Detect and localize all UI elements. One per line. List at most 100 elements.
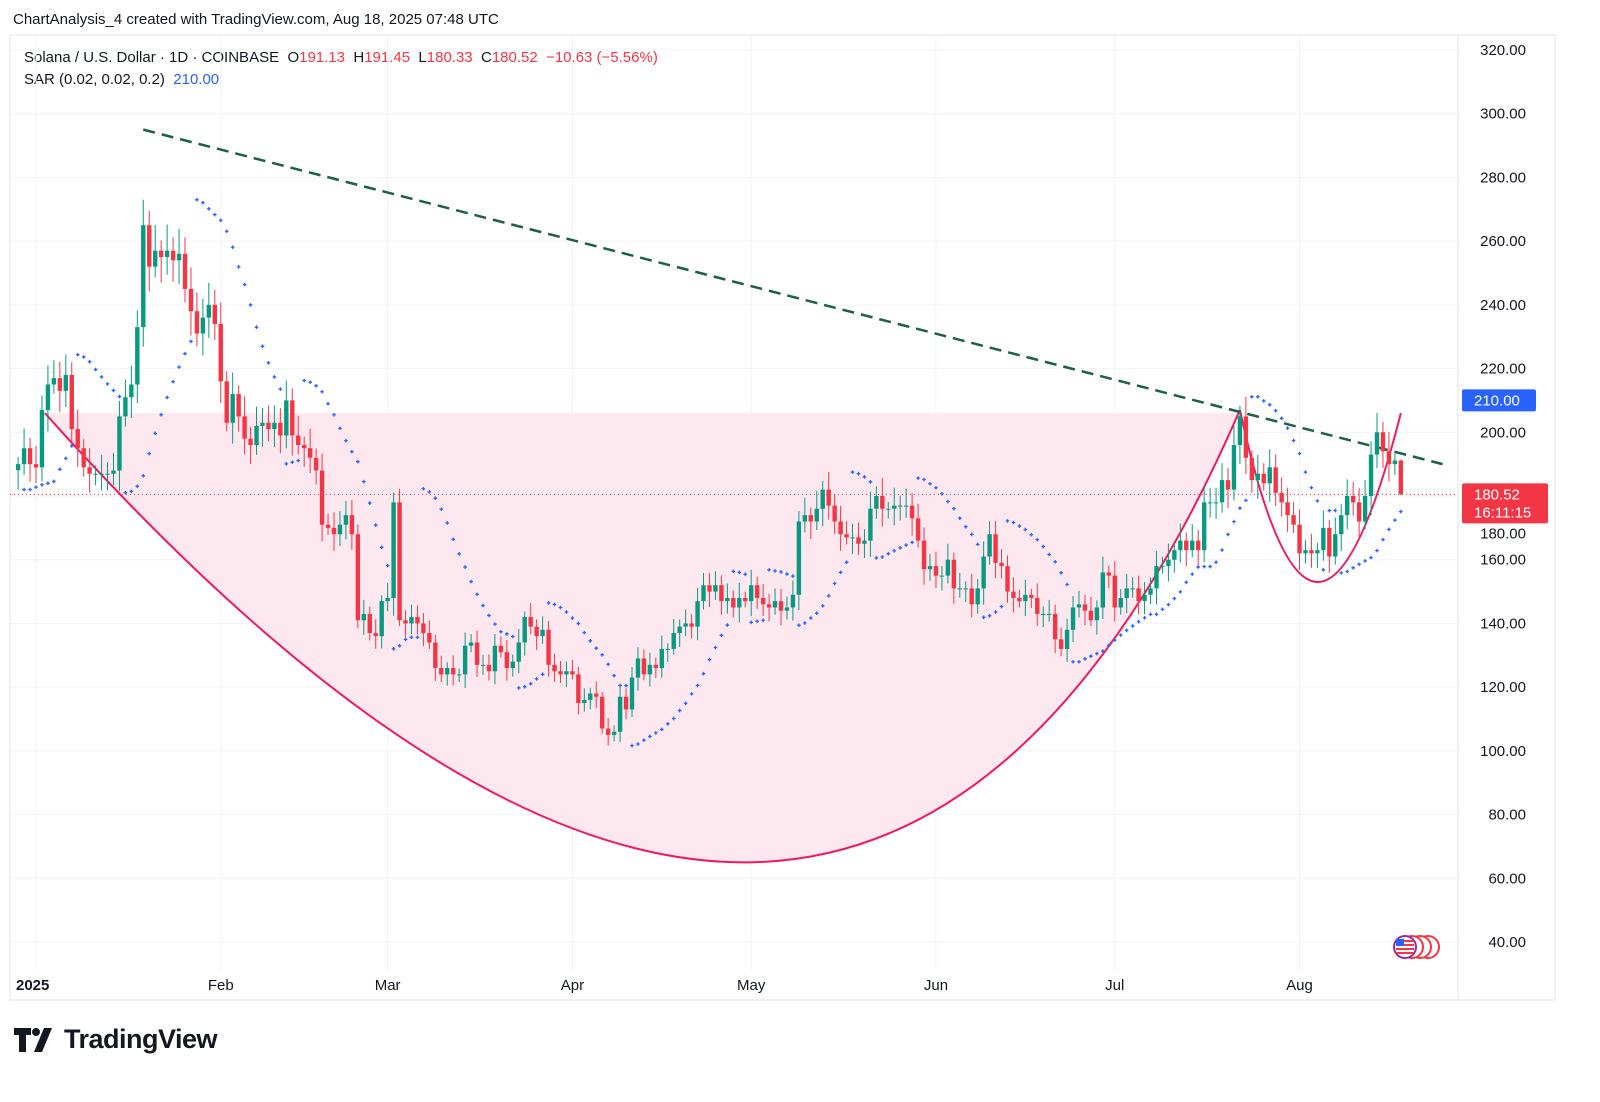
candle xyxy=(707,573,712,607)
indicator-title[interactable]: SAR (0.02, 0.02, 0.2) xyxy=(24,71,165,88)
candle-body xyxy=(39,409,45,468)
candle xyxy=(623,688,629,720)
candle-body xyxy=(701,585,706,602)
candle-body xyxy=(874,496,879,509)
candle xyxy=(534,619,539,651)
sar-dot xyxy=(189,339,193,344)
candle xyxy=(576,667,581,715)
candle-body xyxy=(51,378,57,385)
candle-body xyxy=(641,658,647,675)
sar-dot xyxy=(254,325,259,329)
candle-body xyxy=(534,626,539,637)
sar-dot xyxy=(1035,537,1040,542)
candle xyxy=(1261,463,1266,491)
candle xyxy=(915,503,921,548)
candle xyxy=(99,454,104,491)
candle-body xyxy=(892,505,897,509)
sar-dot xyxy=(1279,416,1284,421)
candle xyxy=(27,437,33,482)
sar-dot xyxy=(499,629,503,634)
economic-events-icon[interactable] xyxy=(1393,935,1440,959)
candle xyxy=(993,520,998,579)
sar-dot xyxy=(427,490,432,494)
candle-body xyxy=(969,588,974,605)
candle xyxy=(39,395,45,482)
sar-dot xyxy=(147,451,152,456)
sar-dot xyxy=(1208,564,1212,569)
sar-dot xyxy=(1202,564,1206,569)
sar-dot xyxy=(1178,590,1183,594)
candle xyxy=(713,571,718,600)
sar-dot xyxy=(463,565,467,569)
candle xyxy=(820,480,825,527)
sar-dot xyxy=(248,303,253,307)
candle-body xyxy=(278,422,283,436)
sar-dot xyxy=(928,481,932,486)
sar-dot xyxy=(540,672,545,677)
candle-body xyxy=(754,585,760,598)
candle-body xyxy=(87,467,92,474)
sar-dot xyxy=(946,499,950,504)
candle-body xyxy=(236,394,241,417)
sar-dot xyxy=(600,652,604,657)
sar-dot xyxy=(1226,532,1230,537)
sar-dot xyxy=(934,485,938,490)
candle-body xyxy=(868,508,873,541)
candle xyxy=(754,576,760,609)
sar-dot xyxy=(22,487,26,492)
candle xyxy=(647,652,653,687)
candle-body xyxy=(123,397,128,417)
candle-body xyxy=(1297,524,1302,554)
candle xyxy=(880,478,885,527)
sar-dot xyxy=(874,556,879,560)
change-value: −10.63 (−5.56%) xyxy=(546,49,658,66)
candle xyxy=(361,599,366,635)
candle xyxy=(1148,577,1153,605)
sar-dot xyxy=(1321,568,1326,572)
candle-body xyxy=(671,632,676,649)
candle xyxy=(141,199,146,347)
y-tick-label: 160.00 xyxy=(1480,552,1526,569)
candle xyxy=(951,552,957,604)
candle xyxy=(516,628,521,673)
candle xyxy=(439,655,444,683)
sar-dot xyxy=(785,572,789,576)
candle-body xyxy=(206,304,212,318)
candle xyxy=(105,462,110,491)
candle xyxy=(242,396,247,455)
candle xyxy=(1130,577,1135,598)
sar-dot xyxy=(594,646,599,650)
candle xyxy=(1052,604,1058,654)
sar-dot xyxy=(28,487,32,492)
candle xyxy=(814,490,819,530)
sar-dot xyxy=(332,412,336,417)
candle xyxy=(862,529,867,558)
high-value: 191.45 xyxy=(364,49,411,66)
candle-body xyxy=(1178,540,1183,551)
candle-body xyxy=(546,629,551,665)
candle xyxy=(1315,542,1320,568)
candle xyxy=(778,588,784,626)
sar-dot xyxy=(713,645,718,650)
candle-body xyxy=(760,597,766,605)
sar-dot xyxy=(731,569,736,574)
sar-dot xyxy=(1148,612,1153,617)
candle xyxy=(808,507,813,539)
candle-body xyxy=(856,537,861,544)
candle xyxy=(671,619,676,655)
sar-dot xyxy=(117,394,122,399)
candle-body xyxy=(379,601,384,637)
candle xyxy=(1011,577,1016,613)
sar-dot xyxy=(290,460,295,464)
sar-dot xyxy=(1375,548,1379,553)
candle-body xyxy=(1124,588,1129,598)
sar-dot xyxy=(379,545,384,550)
candle xyxy=(611,725,617,742)
candle xyxy=(135,310,140,404)
sar-dot xyxy=(1047,552,1051,557)
candle xyxy=(1398,459,1404,495)
candle xyxy=(63,354,68,407)
sar-dot xyxy=(767,568,771,572)
candle-body xyxy=(331,527,337,535)
